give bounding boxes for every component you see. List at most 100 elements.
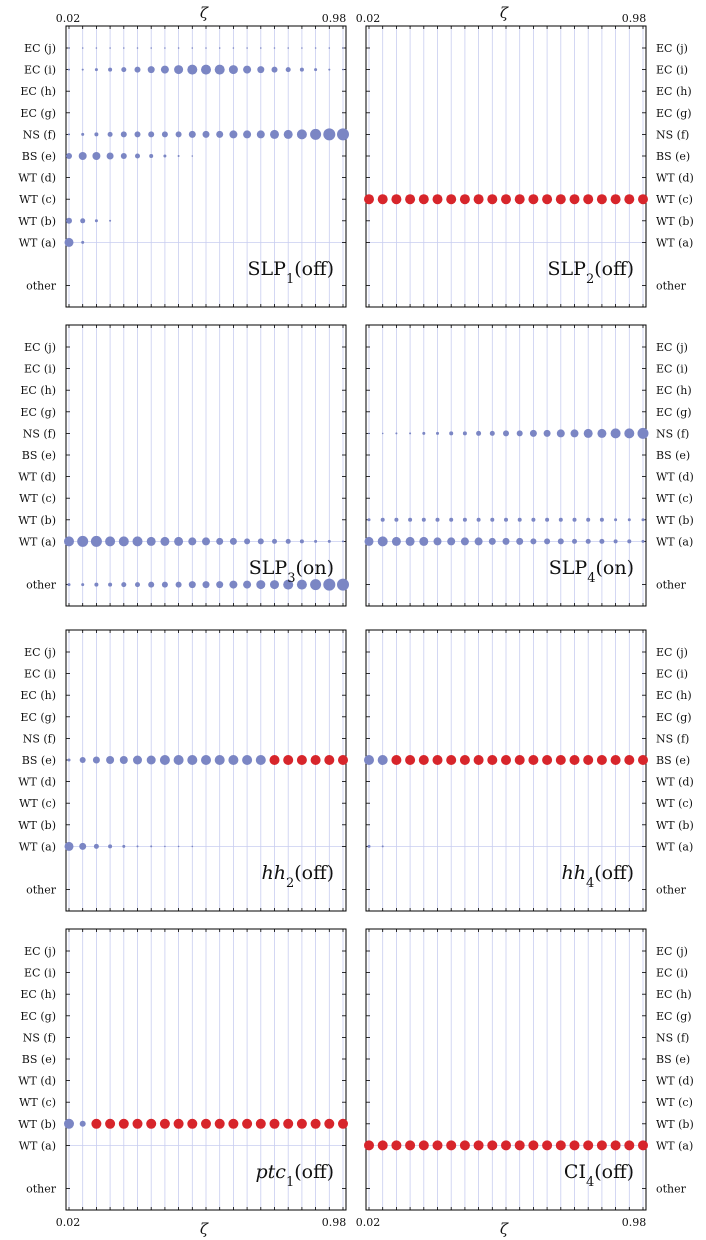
data-point: [64, 841, 74, 851]
y-tick-label: EC (j): [24, 42, 56, 55]
y-tick-label: EC (g): [20, 1010, 56, 1023]
data-point: [324, 755, 335, 765]
y-tick-label: WT (c): [656, 797, 693, 810]
data-point: [109, 219, 112, 222]
data-point: [517, 517, 522, 522]
data-point: [638, 755, 648, 765]
data-point: [418, 194, 429, 205]
y-tick-label: EC (j): [24, 646, 56, 659]
data-point: [501, 755, 511, 765]
y-tick-label: WT (a): [656, 840, 693, 853]
y-tick-label: WT (c): [19, 1096, 56, 1109]
data-point: [556, 429, 565, 438]
data-point: [64, 536, 74, 547]
data-point: [187, 64, 198, 75]
y-tick-label: WT (a): [656, 535, 693, 548]
y-tick-label: WT (c): [656, 492, 693, 505]
data-point: [228, 1118, 239, 1129]
y-tick-label: EC (h): [656, 384, 692, 397]
data-point: [64, 1118, 74, 1129]
y-tick-label: WT (d): [18, 172, 56, 185]
y-tick-label: EC (j): [24, 341, 56, 354]
data-point: [132, 536, 143, 547]
data-point: [287, 47, 290, 49]
y-tick-label: EC (i): [24, 363, 56, 376]
data-point: [191, 845, 194, 848]
data-point: [637, 427, 649, 439]
data-point: [328, 68, 331, 71]
data-point: [214, 755, 225, 765]
data-point: [201, 1118, 211, 1129]
data-point: [92, 152, 101, 160]
data-point: [161, 131, 168, 138]
y-tick-label: other: [656, 280, 687, 293]
y-tick-label: BS (e): [22, 150, 56, 163]
y-tick-label: BS (e): [22, 449, 56, 462]
y-tick-label: WT (b): [18, 215, 56, 228]
data-point: [490, 517, 495, 522]
x-tick-label: 0.98: [622, 1216, 647, 1229]
data-point: [232, 47, 235, 49]
panel-4: EC (j) EC (i) EC (h) EC (g) NS (f) BS (e) WT (…: [364, 324, 694, 607]
y-tick-label: other: [656, 1183, 687, 1196]
data-point: [391, 194, 402, 205]
y-tick-label: EC (j): [656, 646, 688, 659]
data-point: [257, 66, 265, 74]
data-point: [272, 538, 277, 544]
data-point: [175, 131, 182, 138]
data-point: [191, 155, 194, 157]
y-tick-label: EC (h): [20, 689, 56, 702]
data-point: [310, 755, 321, 765]
y-tick-label: EC (i): [656, 363, 688, 376]
data-point: [596, 194, 607, 205]
data-point: [108, 582, 113, 587]
data-point: [364, 1140, 374, 1151]
data-point: [614, 518, 618, 522]
data-point: [310, 1118, 321, 1129]
data-point: [502, 537, 510, 545]
data-point: [299, 539, 304, 544]
data-point: [418, 1140, 429, 1151]
data-point: [66, 153, 72, 159]
data-point: [473, 194, 484, 205]
data-point: [260, 47, 262, 49]
data-point: [256, 130, 265, 139]
data-point: [627, 539, 632, 544]
data-point: [256, 580, 266, 590]
data-point: [459, 1140, 470, 1151]
data-point: [228, 755, 239, 765]
data-point: [81, 132, 85, 136]
data-point: [105, 536, 116, 547]
data-point: [572, 517, 577, 522]
data-point: [202, 581, 210, 589]
data-point: [81, 583, 85, 587]
data-point: [638, 194, 648, 205]
data-point: [585, 538, 591, 544]
data-point: [394, 517, 399, 522]
data-point: [528, 755, 539, 765]
data-point: [273, 47, 276, 49]
data-point: [610, 428, 621, 439]
y-tick-label: EC (j): [656, 341, 688, 354]
data-point: [121, 582, 127, 588]
data-point: [95, 47, 98, 49]
data-point: [342, 47, 344, 49]
y-tick-label: EC (j): [656, 42, 688, 55]
data-point: [177, 155, 180, 157]
data-point: [64, 237, 74, 247]
data-point: [243, 580, 252, 589]
data-point: [624, 1140, 635, 1151]
data-point: [473, 755, 484, 765]
y-tick-label: WT (a): [19, 535, 56, 548]
data-point: [610, 194, 621, 205]
data-point: [421, 517, 426, 522]
data-point: [314, 68, 318, 72]
data-point: [149, 154, 154, 158]
data-point: [134, 131, 141, 138]
data-point: [285, 67, 291, 73]
data-point: [436, 431, 439, 435]
y-tick-label: EC (i): [656, 668, 688, 681]
data-point: [610, 755, 621, 765]
data-point: [79, 1120, 86, 1127]
grid: [366, 26, 646, 307]
